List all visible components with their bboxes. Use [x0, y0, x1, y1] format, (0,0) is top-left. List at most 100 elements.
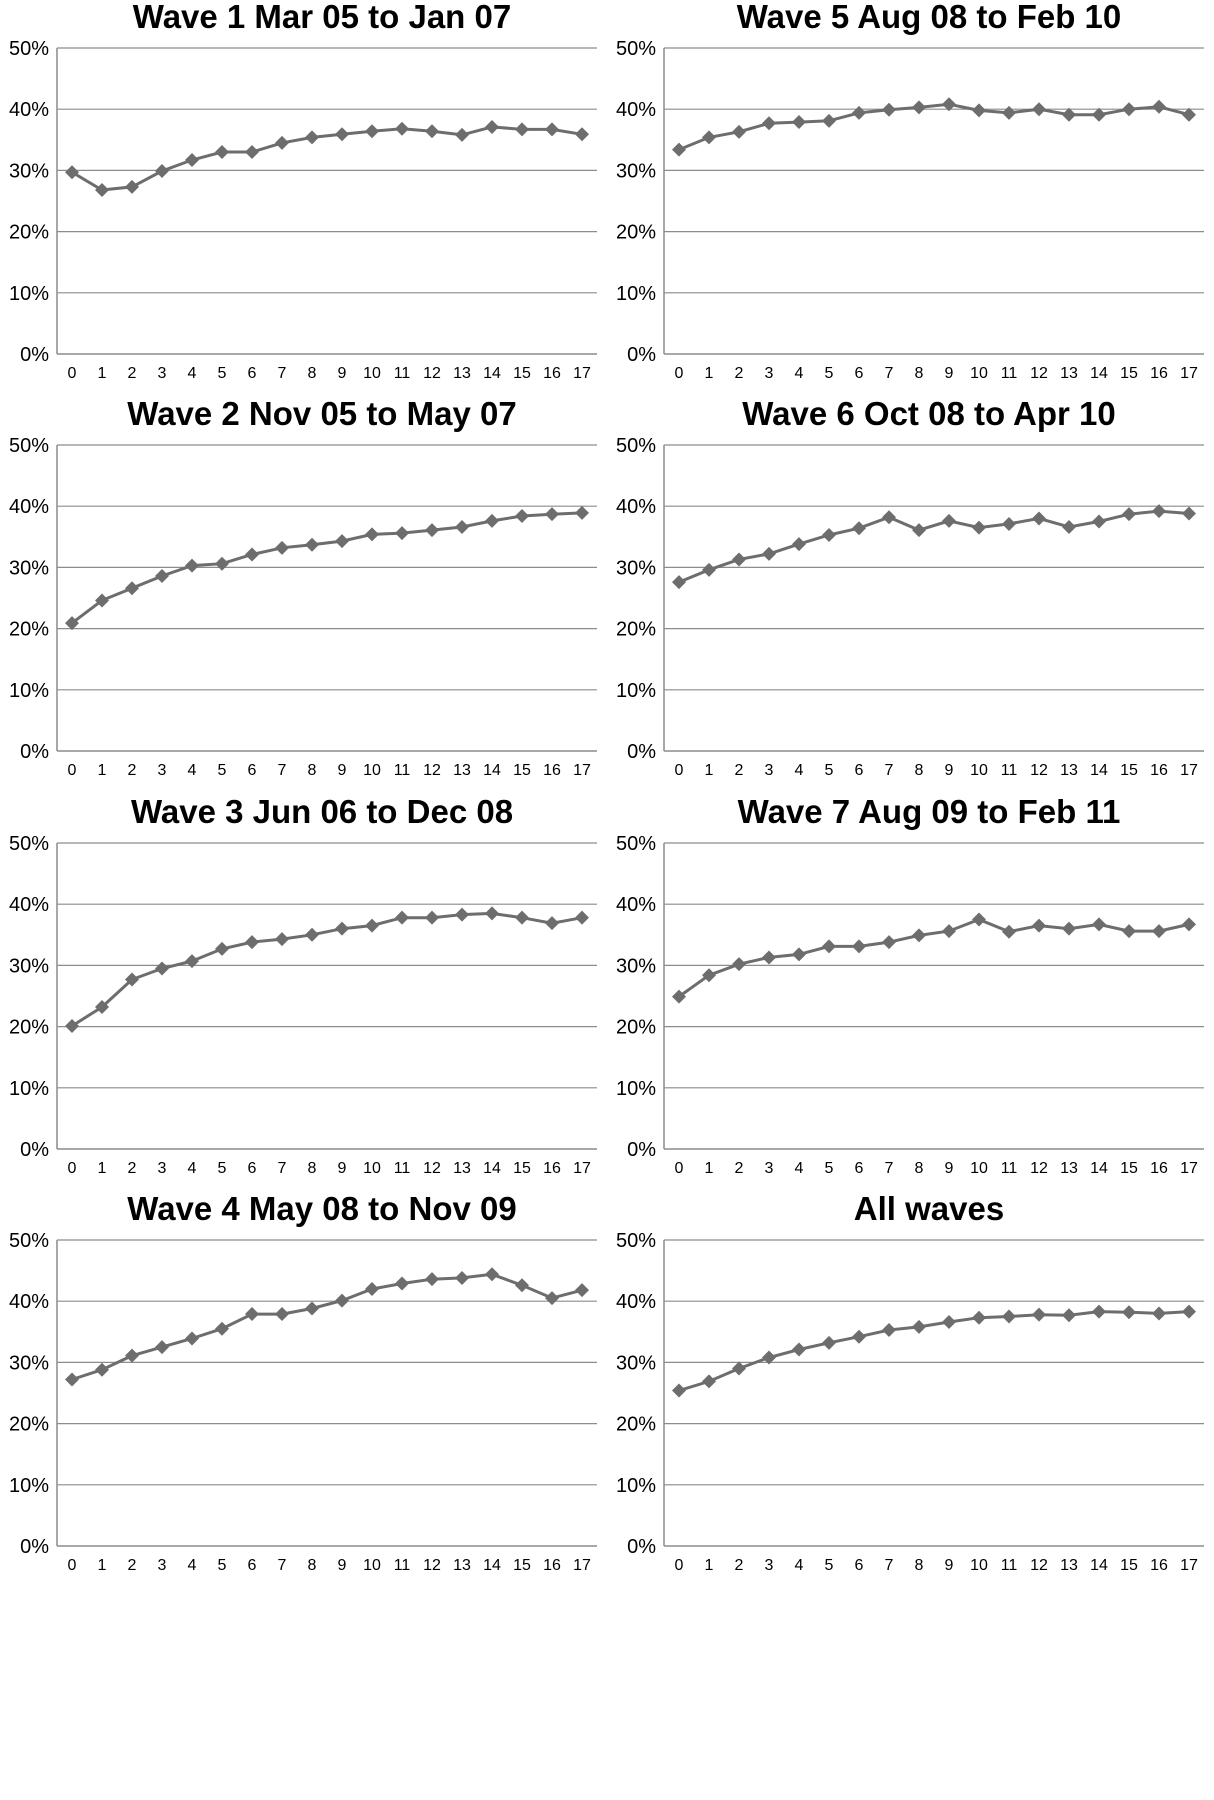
data-point-marker — [732, 124, 746, 139]
data-point-marker — [65, 616, 79, 631]
x-tick-label: 13 — [453, 1557, 471, 1574]
x-tick-label: 0 — [68, 1160, 77, 1177]
x-tick-label: 16 — [1150, 762, 1168, 779]
y-tick-label: 40% — [616, 894, 656, 916]
x-tick-label: 15 — [513, 1160, 531, 1177]
data-point-marker — [215, 941, 229, 956]
y-tick-label: 30% — [9, 1352, 49, 1374]
x-tick-label: 11 — [1001, 1160, 1018, 1177]
y-tick-label: 50% — [616, 833, 656, 855]
y-tick-label: 40% — [616, 496, 656, 518]
data-point-marker — [155, 961, 169, 976]
x-tick-label: 13 — [1060, 1160, 1078, 1177]
x-tick-label: 2 — [735, 762, 744, 779]
data-point-marker — [672, 575, 686, 590]
x-tick-label: 14 — [483, 762, 501, 779]
y-tick-label: 10% — [616, 680, 656, 702]
x-tick-label: 3 — [765, 762, 774, 779]
chart-title: Wave 7 Aug 09 to Feb 11 — [738, 795, 1121, 830]
x-tick-label: 6 — [248, 1557, 257, 1574]
x-tick-label: 4 — [795, 1557, 804, 1574]
y-tick-label: 40% — [9, 894, 49, 916]
x-tick-label: 17 — [1180, 1557, 1198, 1574]
data-point-marker — [575, 910, 589, 925]
x-tick-label: 10 — [363, 762, 381, 779]
y-tick-label: 20% — [9, 1414, 49, 1436]
data-point-marker — [732, 1361, 746, 1376]
data-point-marker — [852, 939, 866, 954]
data-point-marker — [852, 521, 866, 536]
y-tick-label: 10% — [616, 1078, 656, 1100]
data-point-marker — [335, 1293, 349, 1308]
series-line — [678, 509, 1190, 584]
x-tick-label: 14 — [1090, 1557, 1108, 1574]
x-tick-label: 16 — [1150, 365, 1168, 382]
y-tick-label: 40% — [9, 496, 49, 518]
data-point-marker — [882, 1322, 896, 1337]
data-point-marker — [822, 113, 836, 128]
x-tick-label: 7 — [885, 1160, 894, 1177]
data-point-marker — [455, 127, 469, 142]
y-tick-label: 0% — [20, 741, 49, 763]
data-point-marker — [912, 928, 926, 943]
x-tick-label: 17 — [1180, 365, 1198, 382]
x-tick-label: 4 — [795, 1160, 804, 1177]
y-tick-label: 10% — [9, 1475, 49, 1497]
x-tick-label: 0 — [675, 762, 684, 779]
x-tick-label: 7 — [278, 1557, 287, 1574]
x-tick-label: 15 — [1120, 1557, 1138, 1574]
x-tick-label: 7 — [278, 365, 287, 382]
x-tick-label: 5 — [825, 365, 834, 382]
x-tick-label: 11 — [1001, 1557, 1018, 1574]
x-tick-label: 2 — [128, 1160, 137, 1177]
x-tick-label: 10 — [970, 762, 988, 779]
x-tick-label: 4 — [188, 1160, 197, 1177]
data-point-marker — [275, 932, 289, 947]
y-tick-label: 50% — [616, 435, 656, 457]
data-point-marker — [185, 152, 199, 167]
x-tick-label: 14 — [483, 1160, 501, 1177]
data-point-marker — [972, 1310, 986, 1325]
data-point-marker — [365, 527, 379, 542]
data-point-marker — [215, 556, 229, 571]
x-tick-label: 15 — [513, 762, 531, 779]
data-point-marker — [545, 122, 559, 137]
y-tick-label: 30% — [9, 160, 49, 182]
series-line — [678, 1310, 1190, 1393]
data-point-marker — [852, 1329, 866, 1344]
x-tick-label: 17 — [573, 365, 591, 382]
x-tick-label: 15 — [513, 1557, 531, 1574]
data-point-marker — [882, 102, 896, 117]
chart-title: Wave 3 Jun 06 to Dec 08 — [131, 795, 513, 830]
data-point-marker — [125, 581, 139, 596]
data-point-marker — [672, 1383, 686, 1398]
y-tick-label: 0% — [627, 1536, 656, 1558]
data-point-marker — [455, 1270, 469, 1285]
data-point-marker — [912, 523, 926, 538]
data-point-marker — [515, 910, 529, 925]
x-tick-label: 9 — [338, 762, 347, 779]
data-point-marker — [215, 1321, 229, 1336]
data-point-marker — [65, 1372, 79, 1387]
data-point-marker — [702, 968, 716, 983]
data-point-marker — [185, 558, 199, 573]
x-tick-label: 6 — [855, 1160, 864, 1177]
data-point-marker — [425, 523, 439, 538]
data-point-marker — [1152, 504, 1166, 519]
data-point-marker — [575, 127, 589, 142]
data-point-marker — [822, 527, 836, 542]
x-tick-label: 12 — [1030, 1160, 1048, 1177]
x-tick-label: 1 — [98, 365, 107, 382]
y-tick-label: 50% — [9, 1230, 49, 1252]
x-tick-label: 14 — [1090, 1160, 1108, 1177]
x-tick-label: 14 — [1090, 365, 1108, 382]
data-point-marker — [702, 1374, 716, 1389]
x-tick-label: 7 — [278, 762, 287, 779]
data-point-marker — [1002, 1309, 1016, 1324]
x-tick-label: 15 — [1120, 365, 1138, 382]
x-tick-label: 10 — [970, 1557, 988, 1574]
y-tick-label: 0% — [627, 1139, 656, 1161]
x-tick-label: 4 — [188, 1557, 197, 1574]
x-tick-label: 11 — [394, 365, 411, 382]
x-tick-label: 17 — [573, 762, 591, 779]
